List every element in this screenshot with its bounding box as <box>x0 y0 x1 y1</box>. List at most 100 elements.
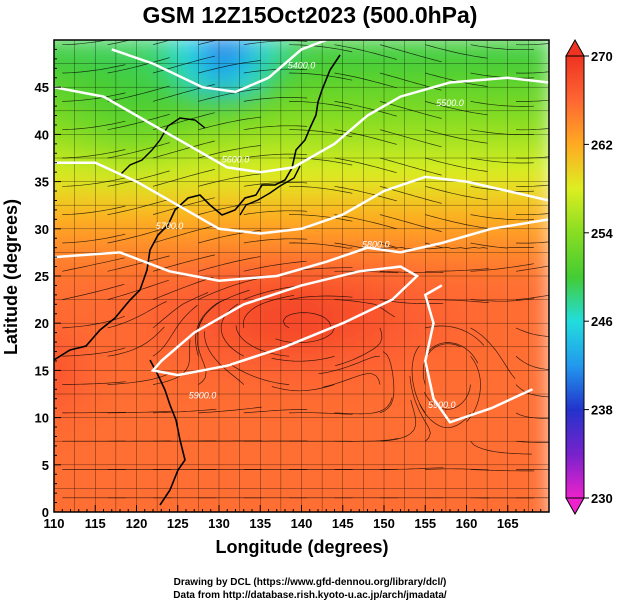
streamline <box>62 177 126 187</box>
streamline <box>515 128 549 131</box>
streamline <box>466 355 481 422</box>
streamline <box>470 214 534 221</box>
streamline <box>198 278 260 300</box>
streamline <box>515 184 549 187</box>
streamline <box>204 331 245 385</box>
streamline <box>107 226 170 244</box>
y-tick-label: 15 <box>35 363 49 378</box>
streamline <box>289 242 353 249</box>
streamline <box>515 294 549 300</box>
contour-label: 5800.0 <box>362 240 390 250</box>
y-tick-label: 0 <box>42 505 49 520</box>
streamline <box>515 327 549 337</box>
y-tick-label: 10 <box>35 411 49 426</box>
streamline <box>62 381 126 385</box>
y-tick-label: 35 <box>35 175 49 190</box>
shade-cell <box>525 461 549 492</box>
streamline <box>243 182 308 187</box>
contour-label: 5600.0 <box>222 155 250 165</box>
shade-cell <box>54 60 78 91</box>
streamline <box>107 57 170 74</box>
shade-cell <box>525 296 549 327</box>
streamline <box>243 409 308 414</box>
streamline <box>425 268 489 272</box>
streamline <box>62 283 125 300</box>
contour-label: 5500.0 <box>436 98 464 108</box>
x-tick-label: 115 <box>85 516 106 531</box>
streamline <box>198 116 261 131</box>
streamline <box>425 299 489 303</box>
shade-cell <box>525 249 549 280</box>
streamline <box>235 325 290 357</box>
streamline <box>379 351 395 414</box>
streamline <box>425 185 488 201</box>
streamline <box>152 40 171 46</box>
streamline <box>289 129 353 138</box>
x-tick-label: 140 <box>291 516 313 531</box>
streamline <box>282 312 332 329</box>
y-tick-label: 25 <box>35 269 49 284</box>
streamline <box>275 327 335 344</box>
shade-cell <box>54 461 78 492</box>
contour-line <box>111 40 327 94</box>
streamline <box>334 129 397 145</box>
coastline <box>149 359 186 506</box>
colorbar-ticks: 230 238 246 254 262 270 <box>584 49 613 506</box>
streamline <box>152 292 209 329</box>
shade-cell <box>54 225 78 256</box>
streamline <box>107 170 170 187</box>
streamline <box>470 129 534 136</box>
coastline <box>119 117 206 176</box>
shade-cell <box>54 296 78 327</box>
shade-cell <box>525 508 549 512</box>
x-tick-label: 135 <box>249 516 271 531</box>
streamline <box>425 101 488 116</box>
streamline <box>515 71 549 74</box>
shade-cell <box>54 131 78 162</box>
streamline <box>152 225 215 244</box>
shade-cell <box>54 40 57 67</box>
temperature-shading <box>54 40 549 512</box>
streamline <box>379 129 442 148</box>
streamline <box>425 214 488 229</box>
streamline <box>470 327 516 379</box>
streamline <box>289 412 353 415</box>
streamline <box>289 214 353 222</box>
x-tick-label: 125 <box>167 516 189 531</box>
streamline <box>228 362 290 385</box>
streamline <box>107 85 170 102</box>
x-tick-label: 155 <box>414 516 436 531</box>
streamline <box>334 438 398 442</box>
streamline <box>470 44 534 51</box>
shade-cell <box>54 414 78 445</box>
contour-label: 5900.0 <box>428 400 456 410</box>
streamline <box>409 375 431 442</box>
x-tick-label: 120 <box>126 516 148 531</box>
colorbar: 230 238 246 254 262 270 <box>565 38 613 516</box>
streamline <box>243 260 307 272</box>
streamline <box>289 295 353 300</box>
streamline <box>470 469 535 472</box>
streamline <box>198 256 261 272</box>
streamline <box>62 40 109 46</box>
shade-cell <box>54 107 78 138</box>
streamline <box>198 88 261 102</box>
streamline <box>62 92 126 102</box>
streamline <box>152 304 198 357</box>
streamline <box>243 40 308 46</box>
streamline <box>334 157 397 174</box>
streamline <box>62 257 125 272</box>
streamline <box>422 343 461 385</box>
streamline <box>289 185 353 194</box>
streamline <box>243 153 308 159</box>
streamline <box>198 40 219 46</box>
contour-line <box>423 284 534 424</box>
streamline <box>152 169 215 187</box>
streamline <box>515 241 549 244</box>
y-tick-label: 5 <box>42 458 49 473</box>
shade-cell <box>525 485 549 512</box>
x-tick-label: 110 <box>44 516 65 531</box>
shade-cell <box>525 107 549 138</box>
colorbar-tick-label: 262 <box>591 137 613 152</box>
